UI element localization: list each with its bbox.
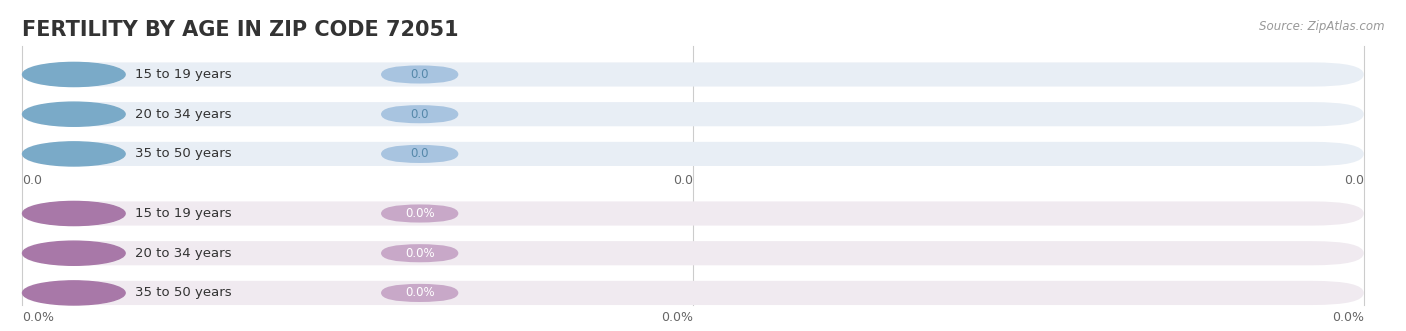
- Text: Source: ZipAtlas.com: Source: ZipAtlas.com: [1260, 20, 1385, 33]
- Text: 0.0%: 0.0%: [22, 310, 55, 324]
- Text: 0.0: 0.0: [1344, 174, 1364, 187]
- Circle shape: [22, 142, 125, 166]
- Text: 0.0: 0.0: [673, 174, 693, 187]
- FancyBboxPatch shape: [381, 105, 458, 123]
- Text: 20 to 34 years: 20 to 34 years: [135, 247, 232, 260]
- Text: 0.0: 0.0: [411, 68, 429, 81]
- Circle shape: [22, 102, 125, 126]
- Text: 35 to 50 years: 35 to 50 years: [135, 147, 232, 161]
- Text: 35 to 50 years: 35 to 50 years: [135, 286, 232, 300]
- FancyBboxPatch shape: [22, 142, 1364, 166]
- FancyBboxPatch shape: [22, 62, 1364, 86]
- Text: 0.0%: 0.0%: [405, 247, 434, 260]
- Circle shape: [22, 281, 125, 305]
- Text: FERTILITY BY AGE IN ZIP CODE 72051: FERTILITY BY AGE IN ZIP CODE 72051: [22, 20, 460, 40]
- FancyBboxPatch shape: [381, 284, 458, 302]
- Text: 15 to 19 years: 15 to 19 years: [135, 68, 232, 81]
- Text: 0.0%: 0.0%: [661, 310, 693, 324]
- Text: 0.0%: 0.0%: [405, 286, 434, 300]
- Text: 15 to 19 years: 15 to 19 years: [135, 207, 232, 220]
- FancyBboxPatch shape: [22, 241, 1364, 265]
- Text: 0.0: 0.0: [22, 174, 42, 187]
- Text: 0.0%: 0.0%: [405, 207, 434, 220]
- FancyBboxPatch shape: [22, 201, 1364, 226]
- FancyBboxPatch shape: [381, 66, 458, 83]
- FancyBboxPatch shape: [22, 102, 1364, 126]
- Text: 20 to 34 years: 20 to 34 years: [135, 108, 232, 121]
- FancyBboxPatch shape: [381, 244, 458, 262]
- FancyBboxPatch shape: [381, 205, 458, 222]
- FancyBboxPatch shape: [381, 145, 458, 163]
- Circle shape: [22, 62, 125, 86]
- Text: 0.0: 0.0: [411, 108, 429, 121]
- Circle shape: [22, 201, 125, 226]
- Circle shape: [22, 241, 125, 265]
- FancyBboxPatch shape: [22, 281, 1364, 305]
- Text: 0.0%: 0.0%: [1331, 310, 1364, 324]
- Text: 0.0: 0.0: [411, 147, 429, 161]
